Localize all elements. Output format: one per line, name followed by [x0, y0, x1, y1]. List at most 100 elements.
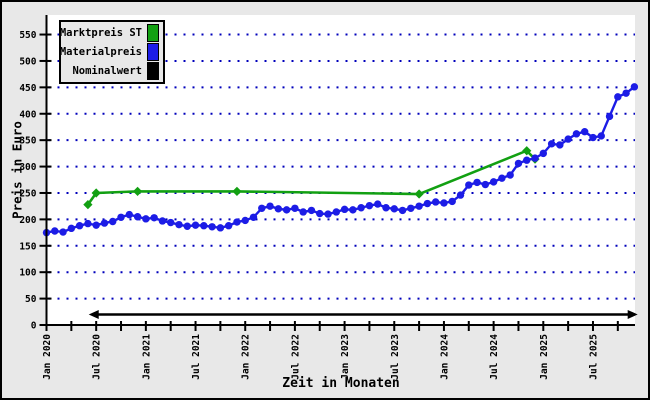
materialpreis-point [481, 180, 490, 189]
materialpreis-point [605, 112, 614, 121]
marktpreis-point [83, 199, 93, 210]
y-tick-label: 400 [19, 109, 36, 120]
materialpreis-point [589, 133, 597, 142]
materialpreis-point [125, 210, 133, 219]
y-tick-label: 450 [19, 83, 36, 94]
materialpreis-point [67, 224, 76, 233]
marktpreis-point [91, 188, 101, 198]
materialpreis-point [258, 204, 266, 212]
materialpreis-point [349, 206, 357, 214]
materialpreis-point [581, 128, 589, 136]
x-tick-label: Jan 2024 [439, 334, 450, 380]
y-tick-label: 550 [19, 30, 36, 41]
legend-item-nominalwert: Nominalwert [63, 61, 159, 80]
x-tick-label: Jul 2022 [290, 334, 301, 380]
y-tick-label: 50 [25, 294, 37, 305]
legend-swatch-materialpreis [147, 43, 159, 61]
materialpreis-point [324, 210, 332, 218]
materialpreis-point [398, 206, 407, 215]
legend-label-nominalwert: Nominalwert [72, 64, 142, 77]
materialpreis-point [133, 213, 142, 221]
materialpreis-point [274, 205, 283, 213]
y-tick-label: 250 [19, 188, 36, 199]
materialpreis-point [233, 218, 241, 226]
materialpreis-point [374, 200, 382, 208]
materialpreis-point [109, 217, 117, 226]
materialpreis-point [357, 204, 365, 212]
materialpreis-point [266, 202, 274, 210]
materialpreis-point [423, 199, 432, 208]
materialpreis-point [390, 205, 398, 213]
materialpreis-point [332, 208, 340, 216]
materialpreis-point [440, 199, 448, 207]
x-tick-label: Jan 2022 [241, 334, 252, 380]
x-tick-label: Jan 2025 [539, 334, 550, 380]
x-tick-label: Jan 2023 [340, 334, 351, 380]
materialpreis-point [282, 206, 291, 214]
materialpreis-point [531, 154, 539, 162]
materialpreis-point [241, 216, 249, 225]
materialpreis-point [556, 141, 564, 149]
materialpreis-point [340, 205, 349, 214]
materialpreis-point [59, 228, 67, 236]
materialpreis-point [489, 178, 498, 186]
materialpreis-point [564, 135, 572, 143]
materialpreis-point [299, 208, 307, 216]
y-tick-label: 500 [19, 56, 36, 67]
legend: Marktpreis ST Materialpreis Nominalwert [59, 20, 165, 84]
materialpreis-point [307, 206, 316, 215]
x-tick-label: Jul 2024 [489, 334, 500, 380]
x-axis-title: Zeit in Monaten [282, 376, 400, 391]
marktpreis-point [132, 186, 143, 196]
materialpreis-point [51, 227, 59, 235]
materialpreis-point [92, 221, 100, 229]
nominalwert-arrow-left [88, 309, 99, 319]
legend-label-marktpreis: Marktpreis ST [59, 27, 142, 40]
x-tick-label: Jul 2023 [390, 334, 401, 380]
x-tick-label: Jan 2021 [141, 334, 152, 380]
materialpreis-point [117, 213, 125, 221]
nominalwert-arrow-right [627, 309, 638, 319]
materialpreis-point [448, 197, 456, 206]
materialpreis-point [291, 204, 299, 212]
materialpreis-point [158, 217, 167, 225]
materialpreis-point [167, 218, 175, 227]
materialpreis-point [75, 222, 84, 230]
materialpreis-point [514, 159, 523, 168]
materialpreis-point [597, 132, 605, 140]
materialpreis-point [142, 215, 150, 223]
materialpreis-point [622, 89, 630, 97]
marktpreis-point [522, 146, 532, 156]
legend-label-materialpreis: Materialpreis [59, 46, 142, 58]
materialpreis-point [191, 221, 200, 229]
materialpreis-point [407, 204, 415, 212]
materialpreis-point [572, 130, 581, 138]
materialpreis-point [150, 214, 158, 222]
materialpreis-point [614, 93, 622, 101]
legend-item-marktpreis: Marktpreis ST [59, 24, 159, 43]
materialpreis-point [84, 219, 92, 228]
y-tick-label: 150 [19, 241, 36, 252]
materialpreis-point [100, 219, 109, 227]
materialpreis-point [473, 178, 481, 187]
materialpreis-point [456, 191, 465, 199]
materialpreis-point [316, 209, 324, 218]
materialpreis-point [249, 213, 258, 221]
materialpreis-point [431, 198, 440, 206]
materialpreis-point [547, 140, 556, 148]
materialpreis-point [498, 174, 506, 182]
legend-swatch-nominalwert [147, 61, 159, 80]
materialpreis-point [365, 201, 374, 210]
materialpreis-point [630, 83, 639, 91]
y-axis-title: Preis in Euro [9, 121, 25, 219]
materialpreis-point [523, 156, 531, 164]
materialpreis-point [382, 204, 390, 212]
materialpreis-point [216, 224, 225, 232]
y-tick-label: 300 [19, 162, 36, 173]
legend-swatch-marktpreis [147, 24, 159, 43]
materialpreis-point [175, 220, 183, 229]
y-tick-label: 0 [31, 321, 37, 332]
marktpreis-point [232, 186, 242, 196]
marktpreis-point [414, 189, 424, 199]
